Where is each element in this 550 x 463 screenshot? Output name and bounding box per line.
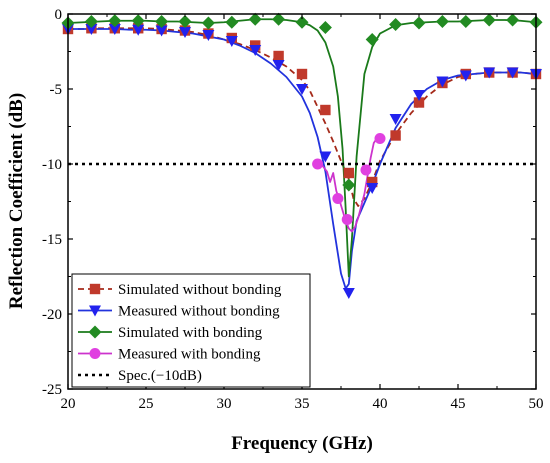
legend-box [71,273,311,388]
series-1-point [272,60,285,71]
series-1-point [85,24,98,35]
plot-lines [67,18,537,290]
series-1-point [132,24,145,36]
legend-label-4: Spec.(−10dB) [118,368,202,384]
series-1-point [483,67,496,79]
legend-label-0: Simulated without bonding [118,282,282,298]
plot-markers [61,12,543,299]
y-tick-label: 0 [55,7,63,23]
y-axis: 0 -5 -10 -15 -20 -25 [42,7,536,398]
series-1-point [225,36,238,47]
series-3-point [332,193,344,204]
series-2-point [295,15,309,29]
y-tick-label: -10 [42,157,62,173]
series-2-point [84,15,98,28]
series-1-point [366,183,379,194]
series-3-point [360,164,372,176]
x-tick-label: 30 [217,396,232,412]
series-line-2 [67,18,537,278]
legend-marker-0 [89,283,101,295]
legend-marker-3 [89,348,101,359]
series-2-point [131,14,145,28]
series-1-point [296,84,308,95]
legend-label-2: Simulated with bonding [118,325,263,341]
series-1-point [249,45,262,56]
series-3-point [374,133,386,144]
series-2-point [342,178,356,192]
series-1-point [108,24,121,35]
y-tick-label: -25 [42,382,62,398]
y-tick-label: -5 [50,82,63,98]
series-1-point [436,76,449,88]
series-1-point [155,25,168,37]
series-2-point [435,15,449,28]
series-2-point [506,13,520,27]
series-2-point [248,12,262,26]
series-0-point [296,68,308,80]
series-1-point [506,67,519,79]
series-3-point [341,214,353,225]
series-0-point [390,130,401,141]
series-line-0 [68,27,537,207]
series-2-point [412,16,426,30]
series-0-point [343,167,354,179]
series-1-point [389,114,402,125]
x-tick-label: 45 [451,396,466,412]
series-1-point [342,288,355,299]
series-2-point [108,14,122,28]
x-tick-label: 20 [61,396,76,412]
x-tick-label: 50 [529,396,544,412]
series-0-point [367,176,378,188]
y-tick-label: -15 [42,232,62,248]
series-2-point [272,12,286,26]
y-tick-label: -20 [42,307,62,323]
legend-marker-1 [89,305,101,317]
series-0-point [273,50,284,62]
series-2-point [178,15,192,28]
legend-label-3: Measured with bonding [118,347,261,363]
legend: Simulated without bonding Measured withou… [71,273,311,388]
y-axis-title: Reflection Coefficient (dB) [6,93,27,309]
series-0-point [320,104,331,116]
series-2-point [155,15,169,28]
series-2-point [225,15,239,29]
series-2-point [365,33,379,46]
x-tick-label: 40 [373,396,388,412]
x-axis-title: Frequency (GHz) [231,433,373,454]
series-1-point [319,151,332,163]
series-1-point [413,90,425,101]
series-2-point [318,21,332,34]
legend-label-1: Measured without bonding [118,304,280,320]
series-2-point [482,13,496,27]
legend-marker-2 [88,325,102,339]
series-0-point [413,97,425,108]
x-tick-label: 25 [139,396,154,412]
series-2-point [201,16,215,30]
series-1-point [202,30,215,41]
series-2-point [459,15,473,28]
series-3-point [312,158,324,170]
series-2-point [389,18,403,31]
x-axis: 20 25 30 35 40 45 50 [61,14,544,412]
series-1-point [179,27,191,38]
series-1-point [459,70,472,82]
series-line-1 [68,28,537,290]
x-tick-label: 35 [295,396,310,412]
series-line-3 [317,137,380,233]
